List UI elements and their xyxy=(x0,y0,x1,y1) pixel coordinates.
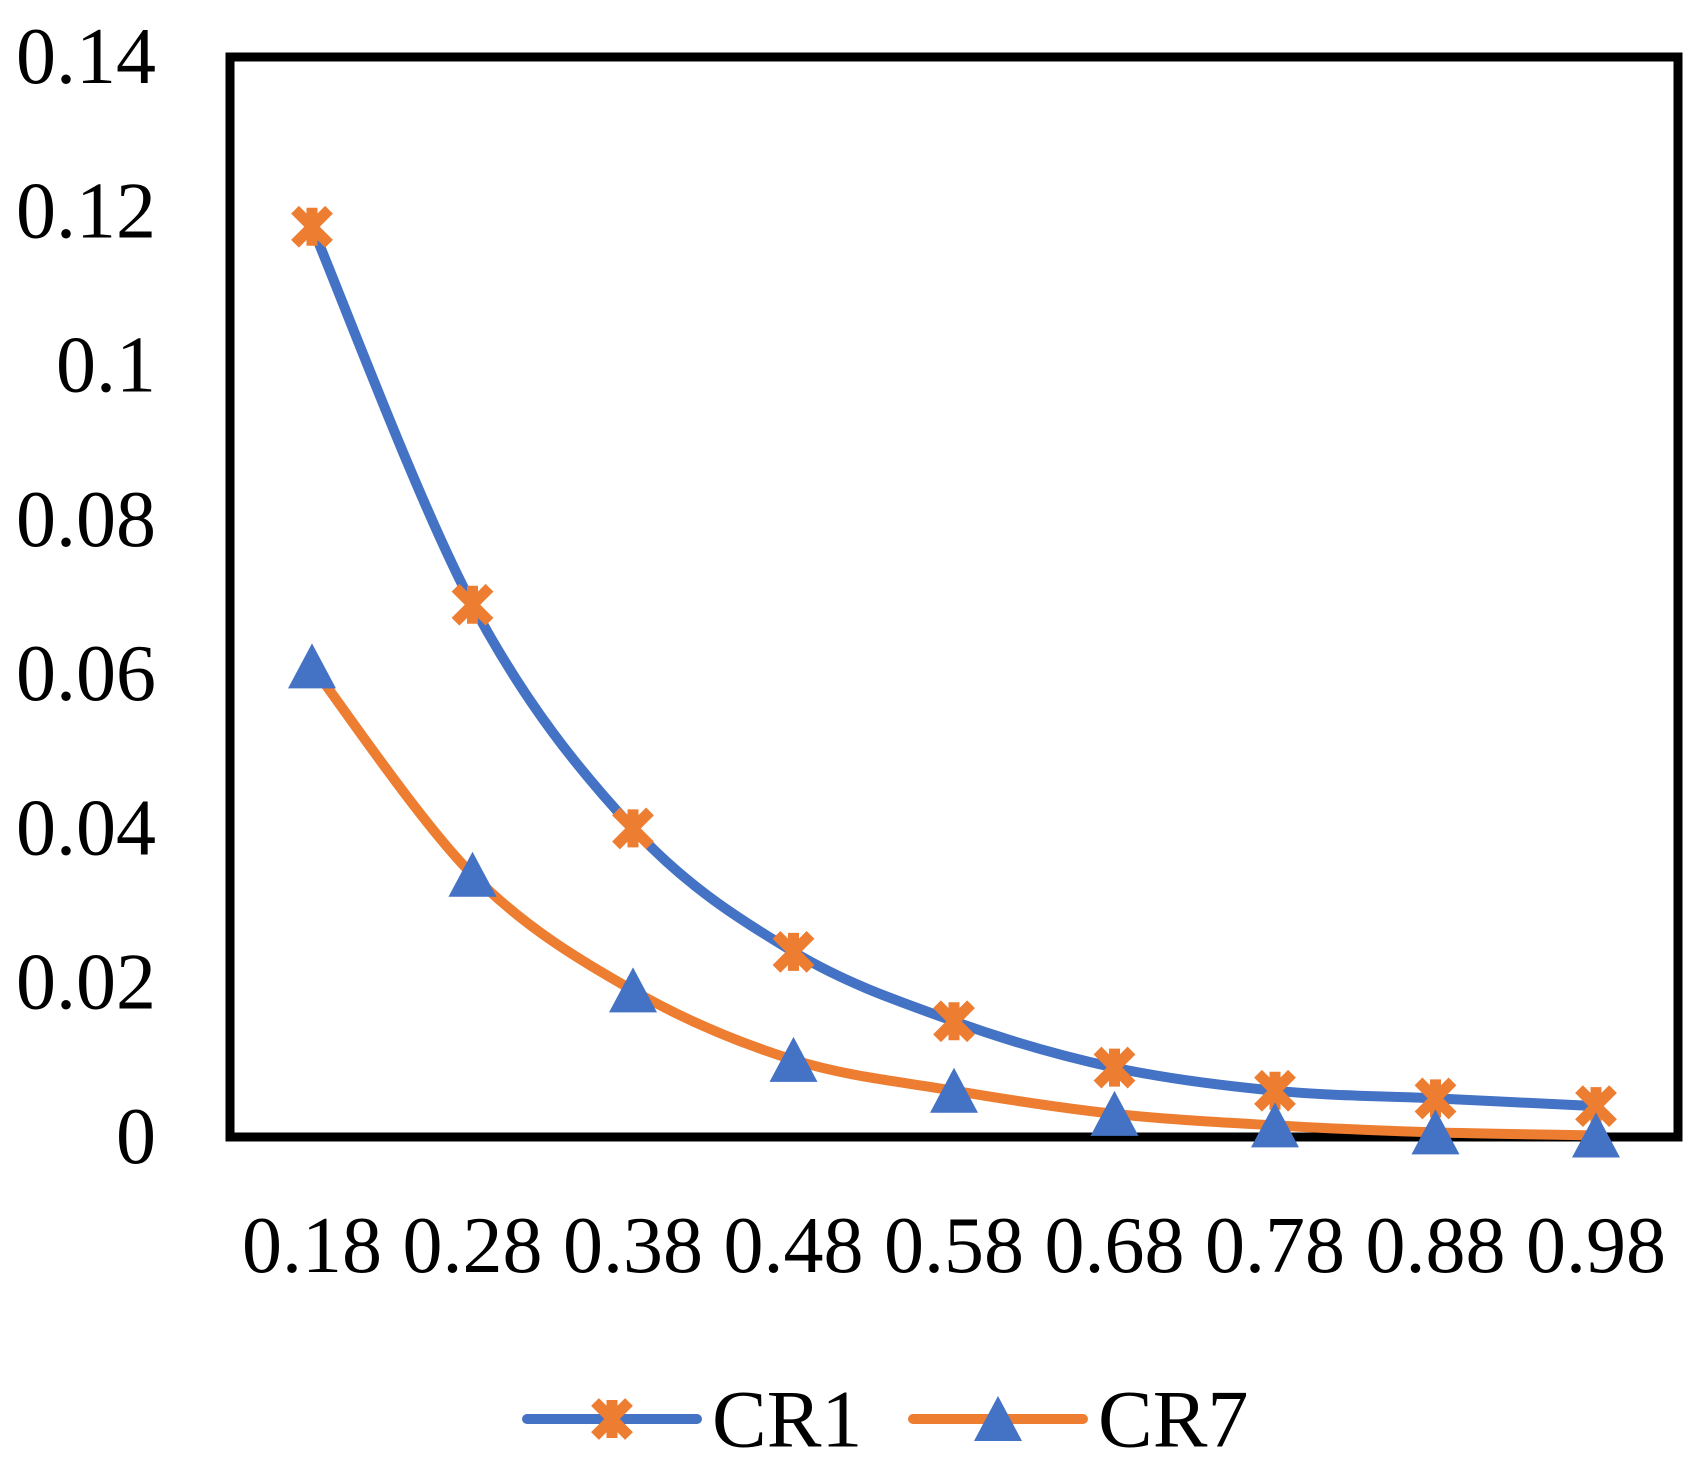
triangle-marker-icon xyxy=(1090,1090,1139,1136)
asterisk-marker-icon xyxy=(1093,1046,1136,1089)
triangle-marker-icon xyxy=(448,851,497,897)
asterisk-marker-icon xyxy=(291,205,333,248)
triangle-marker-icon xyxy=(769,1036,818,1082)
y-tick-label: 0.08 xyxy=(16,476,156,564)
y-tick-label: 0.1 xyxy=(56,322,156,410)
triangle-marker-icon xyxy=(974,1396,1022,1441)
triangle-marker-icon xyxy=(609,967,657,1013)
legend-label-cr7: CR7 xyxy=(1098,1374,1248,1465)
y-tick-label: 0.12 xyxy=(16,167,156,255)
asterisk-marker-icon xyxy=(933,1000,975,1043)
triangle-marker-icon xyxy=(1572,1112,1620,1158)
legend-label-cr1: CR1 xyxy=(712,1374,862,1465)
x-tick-label: 0.88 xyxy=(1366,1202,1506,1290)
x-tick-label: 0.18 xyxy=(242,1202,382,1290)
asterisk-marker-icon xyxy=(612,807,654,850)
x-tick-label: 0.68 xyxy=(1045,1202,1185,1290)
x-tick-label: 0.78 xyxy=(1205,1202,1345,1290)
y-tick-label: 0.04 xyxy=(16,784,156,872)
y-tick-label: 0.14 xyxy=(16,13,156,101)
triangle-marker-icon xyxy=(288,643,336,689)
asterisk-marker-icon xyxy=(591,1398,633,1440)
asterisk-marker-icon xyxy=(451,583,494,626)
plot-border xyxy=(225,52,1683,1142)
x-tick-label: 0.28 xyxy=(403,1202,543,1290)
x-tick-label: 0.58 xyxy=(884,1202,1024,1290)
triangle-marker-icon xyxy=(1251,1102,1299,1148)
asterisk-marker-icon xyxy=(772,930,815,973)
y-tick-label: 0.06 xyxy=(16,630,156,718)
x-tick-label: 0.48 xyxy=(724,1202,864,1290)
y-tick-label: 0 xyxy=(116,1093,156,1181)
x-tick-label: 0.38 xyxy=(563,1202,703,1290)
triangle-marker-icon xyxy=(930,1067,978,1113)
y-tick-label: 0.02 xyxy=(16,939,156,1027)
triangle-marker-icon xyxy=(1411,1109,1460,1155)
x-tick-label: 0.98 xyxy=(1526,1202,1666,1290)
